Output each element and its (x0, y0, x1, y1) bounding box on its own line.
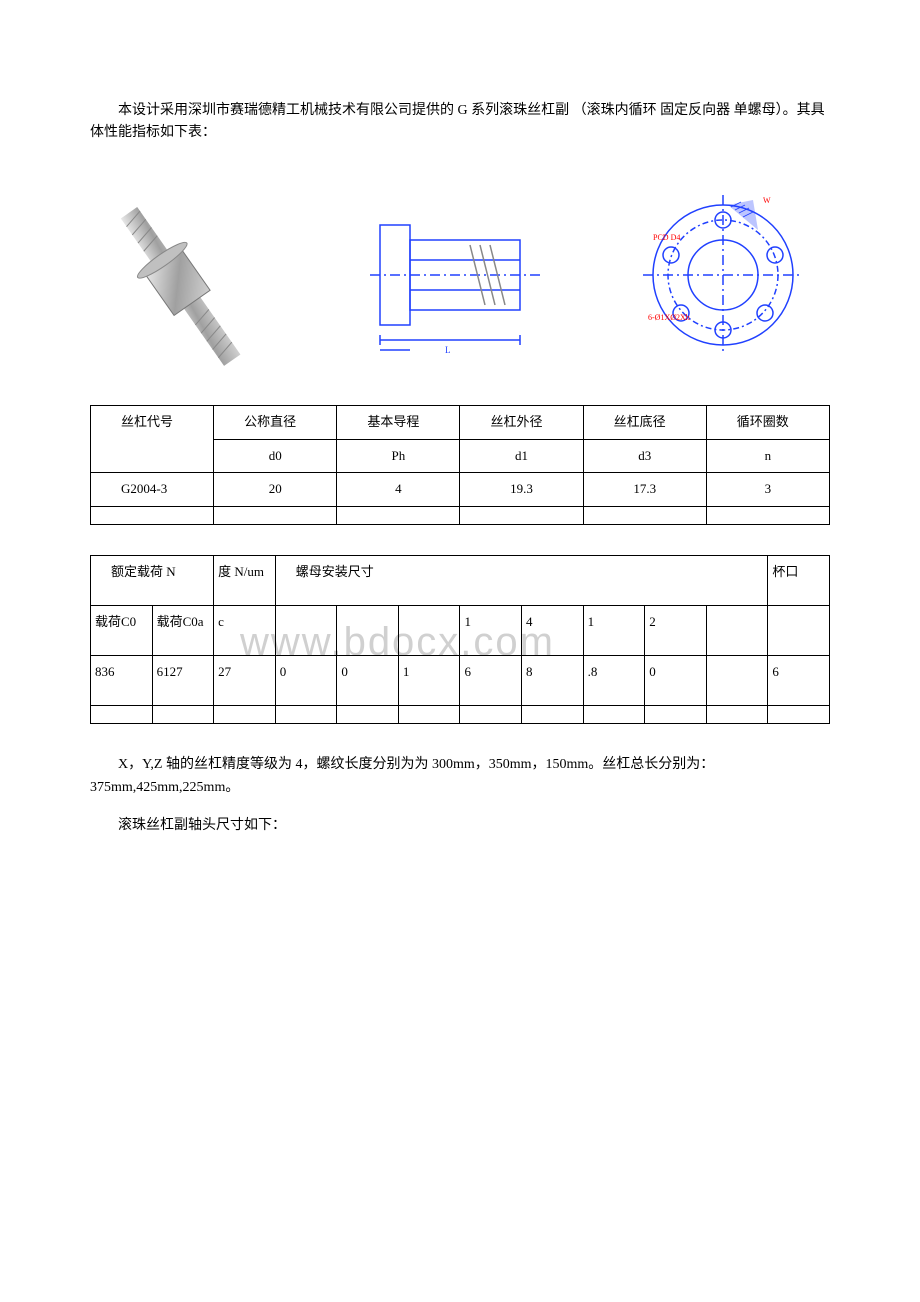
t1-data-d1: 19.3 (460, 473, 583, 507)
t2-sub-10: 2 (645, 606, 707, 656)
t2-data-11 (706, 656, 768, 706)
closing-text-1: X，Y,Z 轴的丝杠精度等级为 4，螺纹长度分别为为 300mm，350mm，1… (90, 754, 830, 799)
t1-symbol-n: n (706, 439, 829, 473)
t1-symbol-d1: d1 (460, 439, 583, 473)
intro-paragraph: 本设计采用深圳市赛瑞德精工机械技术有限公司提供的 G 系列滚珠丝杠副 （滚珠内循… (90, 100, 830, 145)
svg-text:L: L (445, 345, 451, 355)
t2-header-nut: 螺母安装尺寸 (275, 556, 768, 606)
t2-data-1: 836 (91, 656, 153, 706)
spec-table-1: 丝杠代号 公称直径 基本导程 丝杠外径 丝杠底径 循环圈数 d0 Ph d1 d… (90, 405, 830, 525)
spec-table-2: 额定载荷 N 度 N/um 螺母安装尺寸 杯口 载荷C0 载荷C0a c 1 4… (90, 555, 830, 724)
t1-header-d1-label: 丝杠外径 (460, 405, 583, 439)
t2-data-12: 6 (768, 656, 830, 706)
t2-header-load: 额定载荷 N (91, 556, 214, 606)
t2-sub-11 (706, 606, 768, 656)
t1-data-d3: 17.3 (583, 473, 706, 507)
t2-data-2: 6127 (152, 656, 214, 706)
technical-drawing-side: L (340, 185, 580, 365)
t1-header-d0-label: 公称直径 (214, 405, 337, 439)
t2-sub-9: 1 (583, 606, 645, 656)
t2-sub-c0: 载荷C0 (91, 606, 153, 656)
t2-sub-4 (275, 606, 337, 656)
t1-symbol-d0: d0 (214, 439, 337, 473)
technical-drawing-front: PCD D4 6-Ø1XØ2Xh W (633, 185, 813, 365)
images-row: L PCD D4 (90, 175, 830, 375)
t1-symbol-ph: Ph (337, 439, 460, 473)
t2-data-3: 27 (214, 656, 276, 706)
t2-data-9: .8 (583, 656, 645, 706)
t1-header-n-label: 循环圈数 (706, 405, 829, 439)
closing-text-2: 滚珠丝杠副轴头尺寸如下： (90, 815, 830, 837)
t1-data-ph: 4 (337, 473, 460, 507)
ball-screw-photo (107, 175, 287, 375)
t2-sub-12 (768, 606, 830, 656)
t1-data-n: 3 (706, 473, 829, 507)
t2-sub-c0a: 载荷C0a (152, 606, 214, 656)
t2-sub-c: c (214, 606, 276, 656)
t2-sub-5 (337, 606, 399, 656)
t2-header-stiffness: 度 N/um (214, 556, 276, 606)
t2-data-8: 8 (522, 656, 584, 706)
t2-data-6: 1 (398, 656, 460, 706)
svg-text:W: W (763, 196, 771, 205)
t2-sub-8: 4 (522, 606, 584, 656)
t1-header-d3-label: 丝杠底径 (583, 405, 706, 439)
t1-header-code: 丝杠代号 (91, 405, 214, 473)
t2-sub-6 (398, 606, 460, 656)
t2-data-4: 0 (275, 656, 337, 706)
t1-symbol-d3: d3 (583, 439, 706, 473)
t1-data-code: G2004-3 (91, 473, 214, 507)
t2-header-cup: 杯口 (768, 556, 830, 606)
t2-data-10: 0 (645, 656, 707, 706)
t2-data-5: 0 (337, 656, 399, 706)
t1-data-d0: 20 (214, 473, 337, 507)
t2-sub-7: 1 (460, 606, 522, 656)
t2-data-7: 6 (460, 656, 522, 706)
t1-header-ph-label: 基本导程 (337, 405, 460, 439)
svg-text:6-Ø1XØ2Xh: 6-Ø1XØ2Xh (648, 313, 690, 322)
svg-text:PCD D4: PCD D4 (653, 233, 680, 242)
